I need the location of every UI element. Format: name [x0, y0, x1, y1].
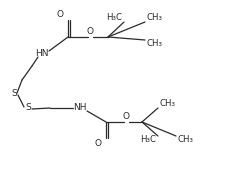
- Text: S: S: [11, 89, 17, 98]
- Text: O: O: [86, 27, 93, 36]
- Text: O: O: [57, 10, 64, 19]
- Text: O: O: [95, 139, 101, 148]
- Text: NH: NH: [73, 103, 86, 113]
- Text: CH₃: CH₃: [159, 100, 175, 109]
- Text: H₃C: H₃C: [106, 14, 121, 23]
- Text: CH₃: CH₃: [177, 135, 193, 144]
- Text: S: S: [25, 103, 31, 113]
- Text: H₃C: H₃C: [139, 135, 155, 144]
- Text: HN: HN: [35, 49, 49, 57]
- Text: CH₃: CH₃: [146, 14, 162, 23]
- Text: CH₃: CH₃: [146, 40, 162, 49]
- Text: O: O: [122, 112, 129, 121]
